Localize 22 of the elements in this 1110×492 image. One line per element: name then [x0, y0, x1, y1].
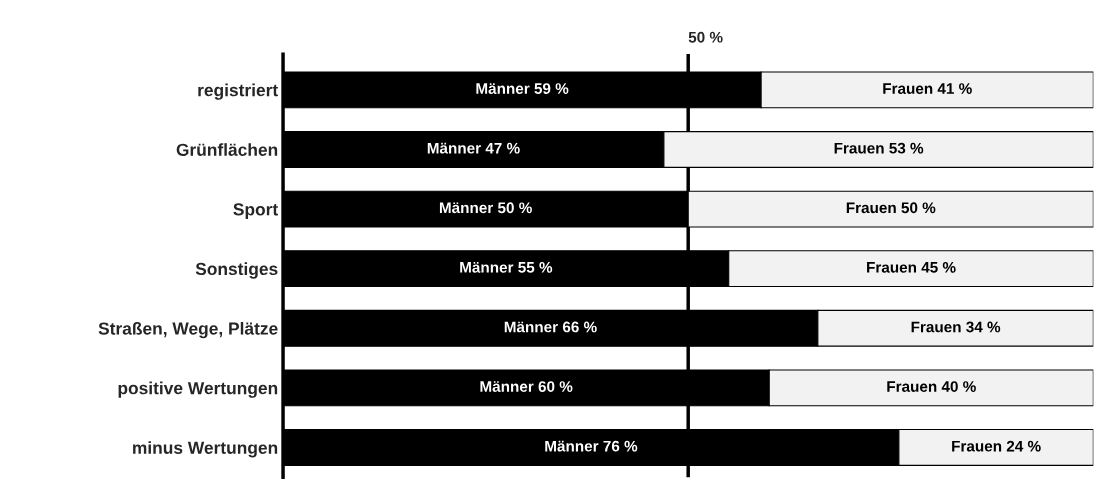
- data-label: Frauen 34 %: [911, 321, 1001, 333]
- y-tick-label: registriert: [198, 83, 278, 100]
- y-tick-label: minus Wertungen: [133, 441, 278, 458]
- data-label: Männer 66 %: [504, 321, 597, 333]
- data-label: Männer 59 %: [476, 83, 569, 94]
- data-label: Männer 76 %: [545, 440, 638, 452]
- y-tick-label: Sport: [233, 203, 278, 219]
- data-label: Männer 55 %: [460, 261, 553, 273]
- data-label: Frauen 53 %: [834, 142, 924, 154]
- y-tick-label: Grünflächen: [176, 143, 278, 156]
- data-label: Frauen 24 %: [952, 440, 1041, 452]
- data-label: Männer 47 %: [427, 142, 520, 154]
- ref-line-label: 50 %: [688, 31, 723, 43]
- y-tick-label: positive Wertungen: [118, 381, 278, 398]
- y-tick-label: Sonstiges: [195, 262, 278, 279]
- data-label: Männer 50 %: [439, 202, 532, 214]
- y-tick-label: Straßen, Wege, Plätze: [98, 321, 278, 339]
- data-label: Männer 60 %: [480, 381, 573, 392]
- data-label: Frauen 41 %: [883, 83, 972, 94]
- data-label: Frauen 45 %: [867, 261, 956, 273]
- data-label: Frauen 50 %: [846, 202, 936, 214]
- data-label: Frauen 40 %: [887, 381, 976, 392]
